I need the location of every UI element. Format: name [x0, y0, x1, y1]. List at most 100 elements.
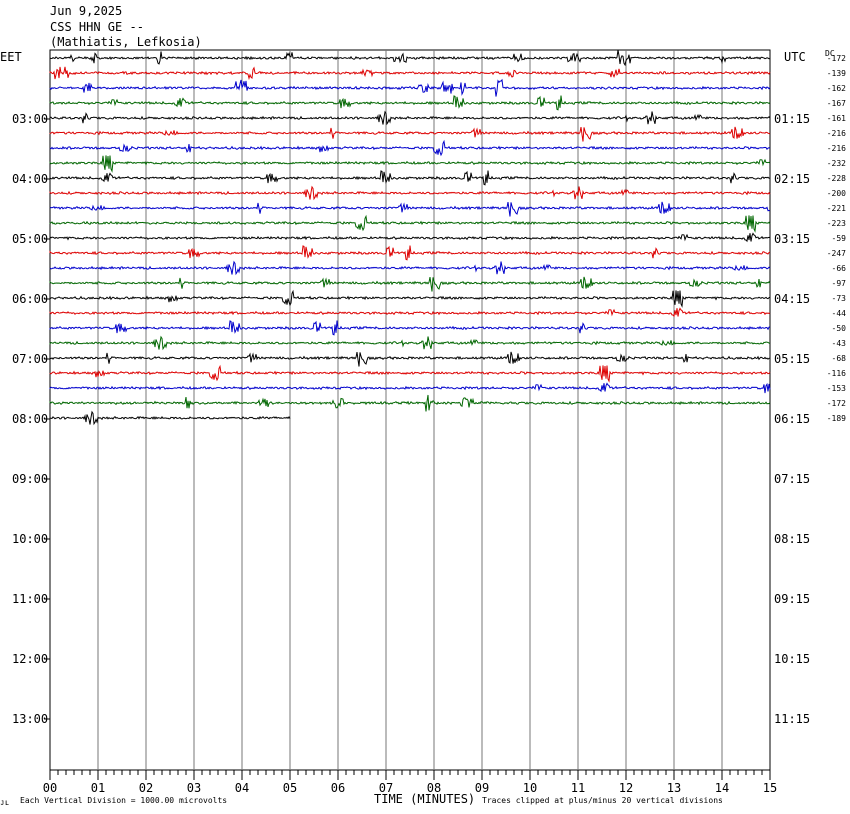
- clip-note: Traces clipped at plus/minus 20 vertical…: [482, 796, 723, 805]
- dc-offset-label: -172: [827, 399, 846, 408]
- hour-label-left: 09:00: [12, 472, 48, 486]
- hour-label-left: 04:00: [12, 172, 48, 186]
- dc-offset-label: -116: [827, 369, 846, 378]
- hour-label-right: 08:15: [774, 532, 810, 546]
- dc-offset-label: -139: [827, 69, 846, 78]
- x-tick-label: 08: [427, 781, 441, 795]
- dc-offset-label: -59: [832, 234, 847, 243]
- hour-label-left: 11:00: [12, 592, 48, 606]
- scale-note: Each Vertical Division = 1000.00 microvo…: [20, 796, 227, 805]
- dc-offset-label: -172: [827, 54, 846, 63]
- dc-offset-label: -200: [827, 189, 846, 198]
- seismic-trace: [49, 185, 771, 201]
- x-tick-label: 15: [763, 781, 777, 795]
- x-tick-label: 09: [475, 781, 489, 795]
- left-timezone-label: EET: [0, 50, 22, 64]
- dc-offset-label: -68: [832, 354, 847, 363]
- seismic-trace: [49, 49, 771, 67]
- hour-label-right: 05:15: [774, 352, 810, 366]
- dc-offset-label: -216: [827, 129, 846, 138]
- dc-offset-label: -232: [827, 159, 846, 168]
- seismic-trace: [49, 232, 771, 243]
- dc-offset-label: -223: [827, 219, 846, 228]
- seismic-trace: [49, 66, 771, 81]
- x-axis-title: TIME (MINUTES): [374, 792, 475, 806]
- dc-offset-label: -43: [832, 339, 847, 348]
- seismic-trace: [49, 364, 771, 383]
- seismic-trace: [49, 170, 771, 186]
- location-title: (Mathiatis, Lefkosia): [50, 35, 202, 49]
- dc-offset-label: -50: [832, 324, 847, 333]
- seismic-trace: [49, 351, 771, 367]
- hour-label-right: 03:15: [774, 232, 810, 246]
- x-tick-label: 12: [619, 781, 633, 795]
- seismic-trace: [49, 335, 771, 351]
- seismic-trace: [49, 78, 771, 97]
- hour-label-right: 07:15: [774, 472, 810, 486]
- hour-label-right: 04:15: [774, 292, 810, 306]
- hour-label-right: 09:15: [774, 592, 810, 606]
- seismic-trace: [49, 110, 771, 126]
- seismic-trace: [49, 214, 771, 233]
- seismic-trace: [49, 382, 771, 394]
- seismic-trace: [49, 126, 771, 142]
- station-title: CSS HHN GE --: [50, 20, 144, 34]
- hour-label-right: 01:15: [774, 112, 810, 126]
- x-tick-label: 14: [715, 781, 729, 795]
- dc-offset-label: -44: [832, 309, 847, 318]
- hour-label-right: 10:15: [774, 652, 810, 666]
- x-tick-label: 10: [523, 781, 537, 795]
- dc-header-label: DC: [825, 49, 835, 58]
- dc-offset-label: -153: [827, 384, 846, 393]
- hour-label-left: 07:00: [12, 352, 48, 366]
- x-tick-label: 06: [331, 781, 345, 795]
- dc-offset-label: -167: [827, 99, 846, 108]
- seismic-trace: [49, 95, 771, 111]
- seismic-trace: [49, 410, 291, 426]
- dc-offset-label: -66: [832, 264, 847, 273]
- dc-offset-label: -73: [832, 294, 847, 303]
- dc-offset-label: -216: [827, 144, 846, 153]
- hour-label-right: 02:15: [774, 172, 810, 186]
- dc-offset-label: -162: [827, 84, 846, 93]
- plot-frame: [49, 49, 771, 771]
- x-tick-label: 00: [43, 781, 57, 795]
- date-title: Jun 9,2025: [50, 4, 123, 18]
- dc-offset-label: -221: [827, 204, 846, 213]
- axis-labels: 00 01 02 03 04 05 06 07 08 09 10 11 12 13 14 15 03:00 04:…: [12, 54, 846, 795]
- seismic-trace: [49, 289, 771, 308]
- x-tick-label: 05: [283, 781, 297, 795]
- seismic-trace: [49, 320, 771, 336]
- right-timezone-label: UTC: [784, 50, 806, 64]
- dc-offset-label: -97: [832, 279, 847, 288]
- seismic-trace: [49, 155, 771, 173]
- seismic-trace: [49, 139, 771, 157]
- hour-label-left: 10:00: [12, 532, 48, 546]
- dc-offset-label: -161: [827, 114, 846, 123]
- hour-label-left: 12:00: [12, 652, 48, 666]
- seismic-traces: [49, 49, 771, 426]
- hour-label-left: 13:00: [12, 712, 48, 726]
- x-tick-label: 01: [91, 781, 105, 795]
- grid-lines: [49, 49, 771, 780]
- seismic-trace: [49, 201, 771, 217]
- seismic-trace: [49, 260, 771, 276]
- x-tick-label: 11: [571, 781, 585, 795]
- hour-label-left: 06:00: [12, 292, 48, 306]
- x-tick-label: 03: [187, 781, 201, 795]
- x-tick-label: 07: [379, 781, 393, 795]
- hour-label-right: 11:15: [774, 712, 810, 726]
- dc-offset-label: -247: [827, 249, 846, 258]
- seismic-trace: [49, 394, 771, 412]
- seismic-trace: [49, 307, 771, 318]
- hour-label-left: 03:00: [12, 112, 48, 126]
- x-tick-label: 04: [235, 781, 249, 795]
- corner-mark: ᴊʟ: [0, 798, 10, 807]
- dc-offset-label: -228: [827, 174, 846, 183]
- hour-label-left: 05:00: [12, 232, 48, 246]
- seismic-trace: [49, 276, 771, 292]
- x-tick-label: 02: [139, 781, 153, 795]
- hour-label-right: 06:15: [774, 412, 810, 426]
- hour-label-left: 08:00: [12, 412, 48, 426]
